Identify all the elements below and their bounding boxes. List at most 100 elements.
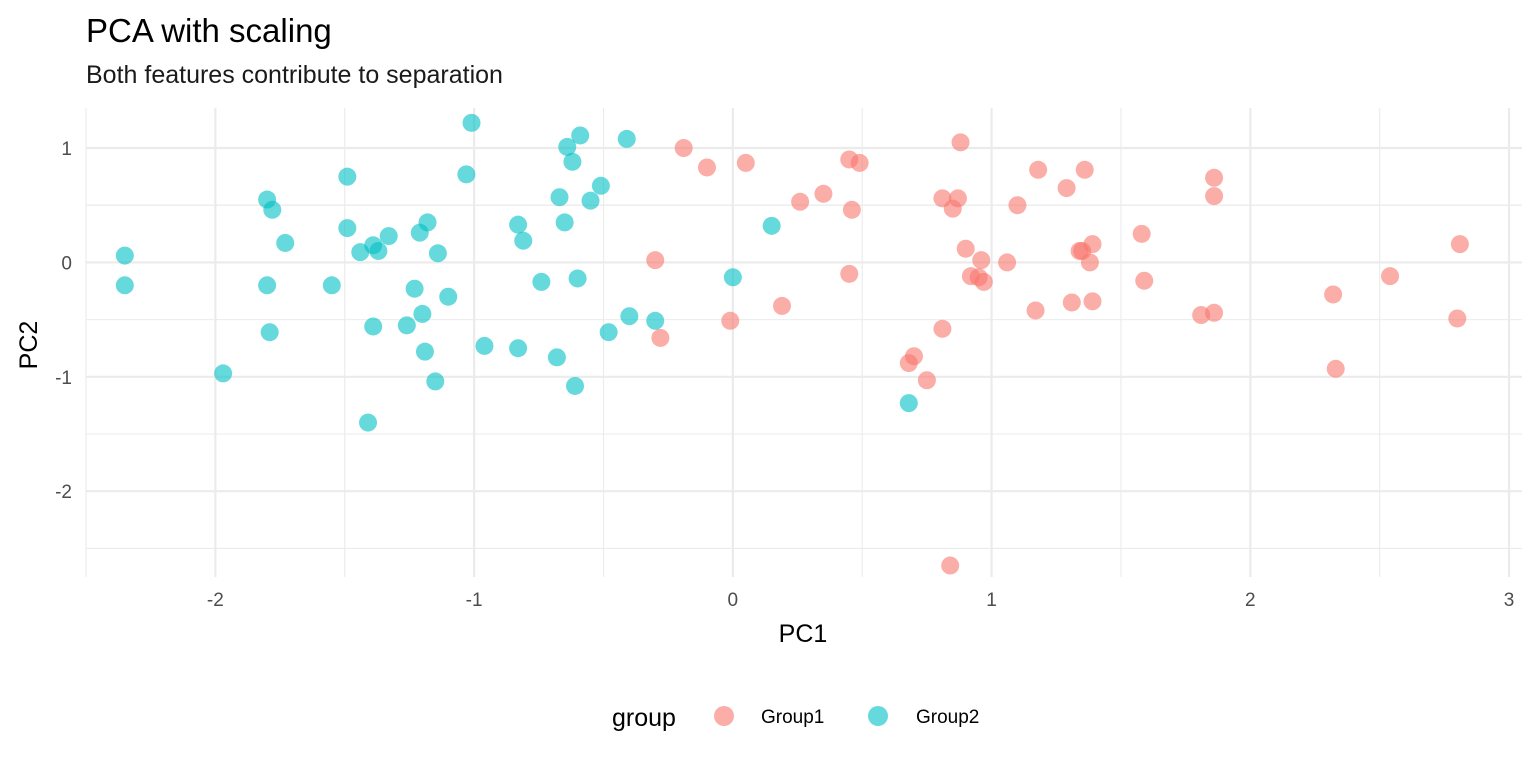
point-group2 — [338, 167, 357, 186]
point-group2 — [646, 311, 665, 330]
point-group2 — [214, 364, 233, 383]
plot-panel — [85, 108, 1522, 577]
x-tick-label: -1 — [466, 590, 483, 611]
point-group2 — [566, 376, 585, 395]
point-group1 — [1083, 235, 1102, 254]
point-group1 — [842, 200, 861, 219]
point-group2 — [364, 317, 383, 336]
point-group2 — [514, 231, 533, 250]
point-group1 — [1448, 309, 1467, 328]
point-group1 — [651, 328, 670, 347]
point-group1 — [1132, 224, 1151, 243]
point-group2 — [260, 323, 279, 342]
point-group2 — [620, 307, 639, 326]
point-group1 — [1324, 285, 1343, 304]
point-group2 — [532, 272, 551, 291]
legend-key-group2 — [868, 706, 888, 726]
point-group1 — [951, 133, 970, 152]
legend-label-group1: Group1 — [761, 707, 824, 728]
point-group1 — [1080, 253, 1099, 272]
point-group2 — [359, 413, 378, 432]
point-group1 — [1029, 160, 1048, 179]
point-group1 — [791, 192, 810, 211]
point-group1 — [850, 153, 869, 172]
y-tick-label: 1 — [61, 139, 72, 160]
point-group2 — [509, 339, 528, 358]
major-gridlines — [86, 108, 1522, 577]
point-group2 — [457, 165, 476, 184]
point-group1 — [840, 264, 859, 283]
point-group2 — [599, 323, 618, 342]
y-axis-label: PC2 — [15, 321, 43, 370]
point-group1 — [904, 347, 923, 366]
point-group2 — [276, 233, 295, 252]
point-group2 — [418, 213, 437, 232]
y-tick-label: -2 — [55, 482, 72, 503]
point-group2 — [338, 219, 357, 238]
x-axis-label: PC1 — [779, 620, 828, 648]
point-group1 — [917, 371, 936, 390]
point-group1 — [1062, 293, 1081, 312]
point-group2 — [571, 126, 590, 145]
y-axis-ticks: -2 -1 0 1 — [55, 139, 72, 503]
x-tick-label: -2 — [207, 590, 224, 611]
x-tick-label: 3 — [1504, 590, 1515, 611]
point-group1 — [721, 311, 740, 330]
point-group2 — [426, 372, 445, 391]
point-group2 — [115, 246, 134, 265]
point-group1 — [974, 272, 993, 291]
y-tick-label: 0 — [61, 253, 72, 274]
point-group2 — [547, 348, 566, 367]
point-group2 — [563, 152, 582, 171]
point-group1 — [972, 251, 991, 270]
minor-gridlines — [85, 108, 1522, 577]
point-group1 — [646, 251, 665, 270]
point-group2 — [509, 215, 528, 234]
point-group2 — [462, 113, 481, 132]
point-group1 — [1075, 160, 1094, 179]
point-group1 — [1008, 196, 1027, 215]
point-group1 — [1205, 187, 1224, 206]
x-axis-ticks: -2 -1 0 1 2 3 — [207, 590, 1514, 611]
chart-subtitle: Both features contribute to separation — [86, 61, 503, 89]
point-group1 — [773, 296, 792, 315]
point-group1 — [1381, 267, 1400, 286]
point-group2 — [379, 227, 398, 246]
point-group1 — [998, 253, 1017, 272]
x-tick-label: 1 — [986, 590, 997, 611]
point-group1 — [1205, 168, 1224, 187]
legend-title: group — [612, 704, 676, 732]
point-group1 — [674, 139, 693, 158]
point-group2 — [555, 213, 574, 232]
point-group1 — [736, 153, 755, 172]
point-group1 — [1450, 235, 1469, 254]
point-group2 — [723, 268, 742, 287]
point-group2 — [413, 304, 432, 323]
legend-label-group2: Group2 — [916, 707, 979, 728]
point-group2 — [263, 200, 282, 219]
point-group2 — [617, 129, 636, 148]
point-group1 — [1083, 292, 1102, 311]
point-group2 — [439, 287, 458, 306]
point-group2 — [591, 176, 610, 195]
point-group2 — [899, 394, 918, 413]
point-group2 — [405, 279, 424, 298]
point-group2 — [415, 342, 434, 361]
legend: group Group1 Group2 — [612, 704, 979, 732]
point-group2 — [369, 241, 388, 260]
point-group2 — [550, 188, 569, 207]
point-group1 — [1205, 303, 1224, 322]
point-group2 — [762, 216, 781, 235]
point-group1 — [941, 556, 960, 575]
point-group2 — [568, 269, 587, 288]
x-tick-label: 2 — [1245, 590, 1256, 611]
chart-title: PCA with scaling — [86, 12, 332, 49]
point-group1 — [1057, 179, 1076, 198]
point-group2 — [115, 276, 134, 295]
point-group1 — [1326, 359, 1345, 378]
point-group1 — [814, 184, 833, 203]
point-group1 — [933, 319, 952, 338]
point-group2 — [558, 137, 577, 156]
x-tick-label: 0 — [728, 590, 739, 611]
